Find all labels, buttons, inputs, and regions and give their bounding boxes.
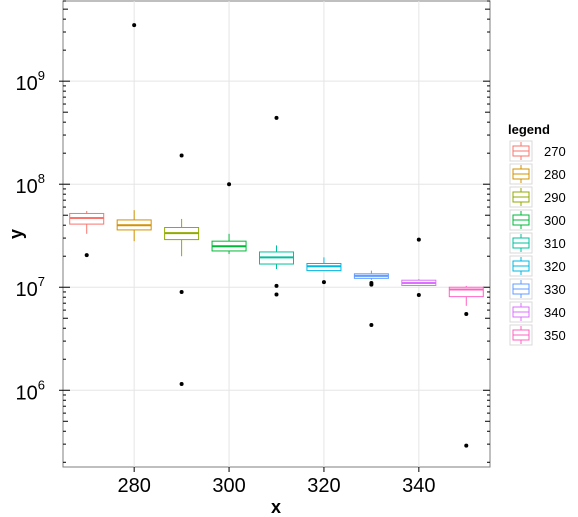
- outlier-point: [274, 283, 279, 288]
- outlier-point: [274, 292, 279, 297]
- x-tick-label: 300: [212, 475, 245, 497]
- legend: legend 270 280 290 300 310 320 330 340 350: [508, 122, 566, 346]
- outlier-point: [464, 443, 469, 448]
- boxes: [69, 210, 484, 306]
- outlier-point: [369, 323, 374, 328]
- legend-label: 280: [544, 167, 566, 182]
- legend-item-300: 300: [509, 209, 566, 231]
- y-axis-title: y: [6, 229, 26, 239]
- outlier-point: [369, 282, 374, 287]
- legend-label: 300: [544, 213, 566, 228]
- box-iqr: [448, 286, 484, 298]
- plot-panel: [62, 0, 491, 468]
- outlier-point: [416, 237, 421, 242]
- legend-item-280: 280: [509, 163, 566, 185]
- y-tick-label: 106: [16, 377, 45, 404]
- box-320: [306, 257, 342, 272]
- legend-item-320: 320: [509, 255, 566, 277]
- outlier-point: [274, 115, 279, 120]
- legend-item-310: 310: [509, 232, 566, 254]
- outlier-point: [179, 289, 184, 294]
- legend-label: 330: [544, 282, 566, 297]
- outlier-point: [179, 153, 184, 158]
- outlier-point: [179, 382, 184, 387]
- legend-item-350: 350: [509, 324, 566, 346]
- x-tick-label: 340: [402, 475, 435, 497]
- legend-label: 320: [544, 259, 566, 274]
- outlier-points: [84, 23, 469, 448]
- x-tick-label: 280: [117, 475, 150, 497]
- y-tick-label: 108: [16, 171, 45, 198]
- box-340: [401, 279, 437, 286]
- legend-item-340: 340: [509, 301, 566, 323]
- box-290: [164, 218, 200, 257]
- legend-item-290: 290: [509, 186, 566, 208]
- outlier-point: [321, 280, 326, 285]
- legend-label: 270: [544, 144, 566, 159]
- box-270: [69, 210, 105, 234]
- legend-label: 340: [544, 305, 566, 320]
- box-350: [448, 285, 484, 306]
- outlier-point: [84, 253, 89, 258]
- box-330: [353, 270, 389, 280]
- outlier-point: [227, 182, 232, 187]
- legend-label: 350: [544, 328, 566, 343]
- outlier-point: [464, 311, 469, 316]
- minor-tick-marks: [63, 0, 490, 463]
- x-axis-ticks: 280 300 320 340: [117, 467, 436, 497]
- box-300: [211, 233, 247, 255]
- outlier-point: [416, 293, 421, 298]
- legend-item-270: 270: [509, 140, 566, 162]
- y-tick-label: 107: [16, 274, 45, 301]
- x-tick-label: 320: [307, 475, 340, 497]
- y-tick-label: 109: [16, 68, 45, 95]
- legend-title: legend: [508, 122, 550, 137]
- box-310: [259, 245, 294, 270]
- outlier-point: [132, 23, 137, 28]
- y-axis-ticks: 106 107 108 109: [16, 68, 63, 404]
- box-280: [116, 210, 152, 242]
- x-axis-title: x: [271, 497, 281, 517]
- legend-item-330: 330: [509, 278, 566, 300]
- legend-label: 290: [544, 190, 566, 205]
- legend-label: 310: [544, 236, 566, 251]
